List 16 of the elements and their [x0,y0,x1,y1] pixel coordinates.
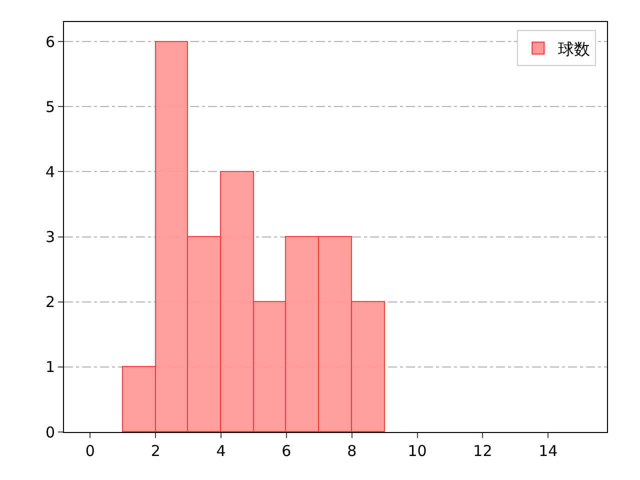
y-tick-label: 1 [45,358,55,376]
x-tick-label: 10 [408,442,427,460]
y-tick-label: 0 [45,423,55,442]
y-tick-label: 4 [45,162,55,181]
y-tick-label: 3 [45,228,55,246]
x-tick-label: 12 [473,442,492,460]
y-tick-label: 6 [45,32,55,51]
x-tick-label: 14 [538,442,558,460]
x-tick-label: 4 [216,442,226,460]
legend-label: 球数 [558,39,590,58]
x-tick-label: 6 [282,442,292,460]
x-tick-label: 8 [347,442,357,460]
y-tick-label: 5 [45,98,55,116]
x-tick-label: 2 [150,442,160,460]
y-tick-label: 2 [45,293,55,312]
x-tick-label: 0 [85,442,95,460]
